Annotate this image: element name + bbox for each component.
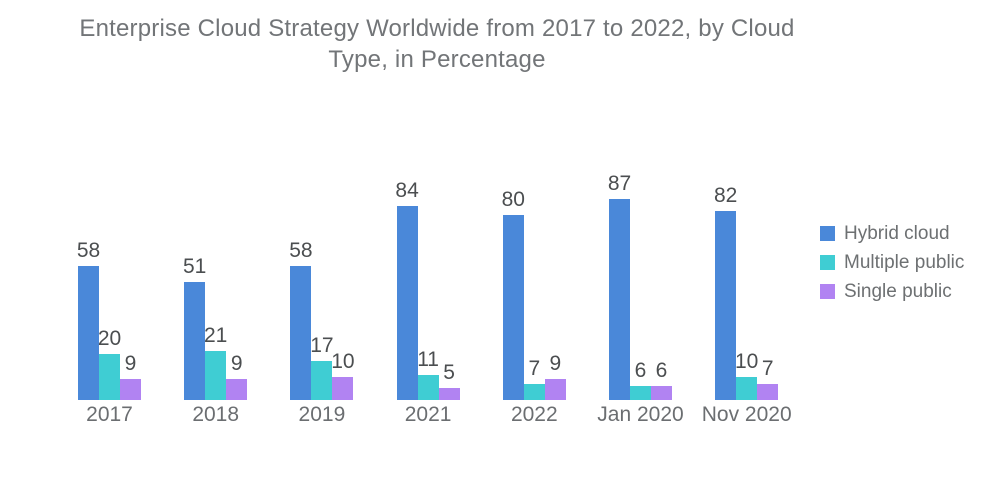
chart-title-line-1: Enterprise Cloud Strategy Worldwide from… (79, 15, 795, 42)
bar-hybrid-cloud-2018 (184, 282, 206, 400)
legend-label-multiple-public: Multiple public (844, 251, 965, 273)
bar-multiple-public-2018 (205, 351, 227, 400)
chart-title: Enterprise Cloud Strategy Worldwide from… (77, 13, 797, 75)
legend-swatch-hybrid-cloud (820, 226, 835, 241)
legend-item-single-public: Single public (820, 277, 964, 306)
category-label-jan-2020: Jan 2020 (597, 403, 684, 426)
value-label-hybrid-cloud-2018: 51 (183, 255, 207, 278)
bar-single-public-jan-2020 (651, 386, 672, 400)
legend-item-hybrid-cloud: Hybrid cloud (820, 219, 964, 248)
bar-single-public-2018 (226, 379, 248, 400)
value-label-single-public-nov-2020: 7 (761, 357, 774, 380)
value-label-single-public-2017: 9 (124, 352, 137, 375)
value-label-multiple-public-2017: 20 (97, 327, 122, 350)
value-label-multiple-public-2018: 21 (204, 324, 228, 347)
bar-multiple-public-jan-2020 (630, 386, 651, 400)
legend-swatch-multiple-public (820, 255, 835, 270)
value-label-hybrid-cloud-nov-2020: 82 (714, 184, 738, 207)
category-label-2019: 2019 (298, 403, 346, 426)
bar-single-public-nov-2020 (757, 384, 779, 400)
value-label-single-public-jan-2020: 6 (655, 359, 668, 382)
legend-label-single-public: Single public (844, 280, 952, 302)
value-label-single-public-2021: 5 (443, 361, 455, 384)
value-label-multiple-public-2022: 7 (528, 357, 541, 380)
chart-legend: Hybrid cloud Multiple public Single public (820, 219, 964, 306)
value-label-single-public-2022: 9 (549, 352, 562, 375)
bar-hybrid-cloud-2017 (78, 266, 99, 400)
value-label-multiple-public-jan-2020: 6 (634, 359, 647, 382)
bar-hybrid-cloud-nov-2020 (715, 211, 737, 400)
bar-multiple-public-2021 (417, 375, 439, 400)
category-label-2021: 2021 (404, 403, 452, 426)
value-label-hybrid-cloud-2021: 84 (395, 179, 419, 202)
bar-hybrid-cloud-2022 (502, 215, 524, 400)
bar-multiple-public-nov-2020 (736, 377, 758, 400)
value-label-single-public-2019: 10 (331, 350, 355, 373)
category-label-2022: 2022 (510, 403, 558, 426)
category-label-2018: 2018 (192, 403, 240, 426)
bar-multiple-public-2017 (99, 354, 120, 400)
chart-title-line-2: Type, in Percentage (328, 46, 546, 73)
bar-multiple-public-2022 (523, 384, 545, 400)
bar-hybrid-cloud-jan-2020 (609, 199, 630, 400)
value-label-single-public-2018: 9 (230, 352, 243, 375)
bar-single-public-2017 (120, 379, 141, 400)
value-label-hybrid-cloud-2019: 58 (289, 239, 313, 262)
value-label-hybrid-cloud-2017: 58 (76, 239, 101, 262)
value-label-multiple-public-nov-2020: 10 (735, 350, 759, 373)
value-label-hybrid-cloud-2022: 80 (501, 188, 525, 211)
bar-single-public-2021 (438, 388, 460, 400)
category-label-2017: 2017 (86, 403, 133, 426)
category-label-nov-2020: Nov 2020 (701, 403, 792, 426)
bar-single-public-2022 (544, 379, 566, 400)
bar-hybrid-cloud-2021 (396, 206, 418, 400)
legend-label-hybrid-cloud: Hybrid cloud (844, 222, 950, 244)
value-label-multiple-public-2019: 17 (310, 334, 334, 357)
bar-multiple-public-2019 (311, 361, 333, 400)
value-label-hybrid-cloud-jan-2020: 87 (607, 172, 632, 195)
value-label-multiple-public-2021: 11 (417, 348, 439, 371)
legend-swatch-single-public (820, 284, 835, 299)
bar-single-public-2019 (332, 377, 354, 400)
legend-item-multiple-public: Multiple public (820, 248, 964, 277)
bar-hybrid-cloud-2019 (290, 266, 312, 400)
